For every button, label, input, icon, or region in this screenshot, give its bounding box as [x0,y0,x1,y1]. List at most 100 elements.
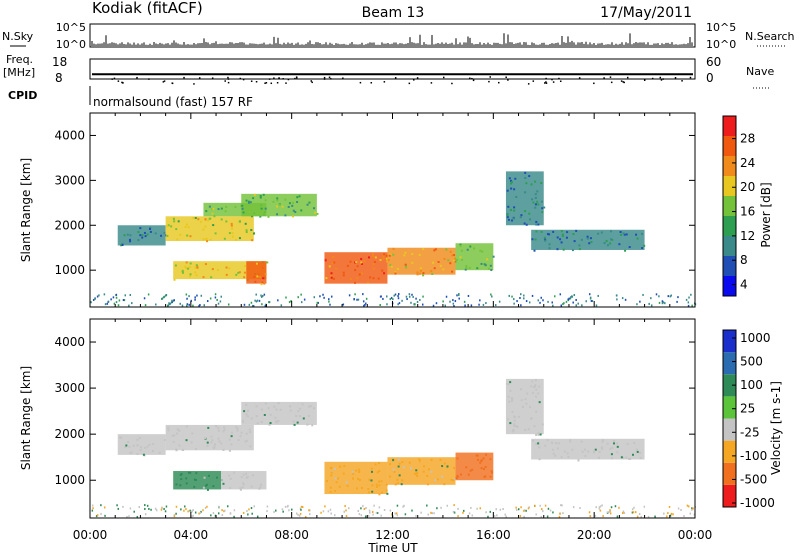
velocity-ground-scatter-pixel [300,505,303,508]
velocity-echo-pixel [302,417,305,420]
velocity-ground-scatter-pixel [403,504,405,507]
power-ground-scatter-pixel [124,294,127,297]
power-echo-pixel [382,257,385,260]
velocity-ground-scatter-pixel [457,515,459,518]
velocity-ground-scatter-pixel [104,514,106,517]
velocity-echo-pixel [527,428,530,431]
velocity-ground-scatter-pixel [614,505,617,508]
power-ground-scatter-pixel [186,303,189,306]
power-echo-pixel [368,256,371,259]
velocity-echo-pixel [456,474,459,477]
power-echo-pixel [224,210,227,213]
velocity-echo-pixel [313,407,316,410]
velocity-ground-scatter-pixel [546,515,549,518]
power-echo-pixel [513,209,516,212]
power-ground-scatter-pixel [363,304,365,307]
velocity-echo-pixel [239,486,242,489]
velocity-ground-scatter-pixel [330,512,332,515]
colorbar-tick-label: -25 [740,425,760,439]
velocity-ground-scatter-pixel [606,511,609,514]
velocity-ground-scatter-pixel [256,515,259,518]
power-echo-pixel [507,205,510,208]
velocity-ground-scatter-pixel [212,512,215,515]
power-echo-pixel [228,232,231,235]
velocity-ground-scatter-pixel [452,510,455,513]
power-echo-pixel [473,247,476,250]
velocity-ground-scatter-pixel [440,506,442,509]
power-echo-pixel [603,242,606,245]
power-echo-pixel [523,222,526,225]
power-echo-pixel [442,268,445,271]
velocity-echo-pixel [206,441,209,444]
velocity-echo-pixel [356,487,359,490]
power-echo-pixel [354,261,357,264]
velocity-echo-pixel [397,465,400,468]
velocity-ground-scatter-pixel [299,507,302,510]
power-echo-pixel [237,271,240,274]
power-echo-pixel [513,188,516,191]
power-echo-pixel [381,269,384,272]
velocity-echo-pixel [593,450,596,453]
velocity-ground-scatter-pixel [487,515,489,518]
velocity-ground-scatter-pixel [266,505,269,508]
velocity-ground-scatter-pixel [670,512,673,515]
velocity-echo-pixel [187,471,190,474]
power-ground-scatter-pixel [464,304,466,307]
nave-dot [294,77,296,80]
power-echo-pixel [590,241,593,244]
power-ground-scatter-pixel [200,294,203,297]
power-ground-scatter-pixel [117,304,120,307]
power-echo-pixel [276,213,279,216]
power-echo-pixel [437,260,440,263]
velocity-ground-scatter-pixel [372,513,374,516]
velocity-echo-pixel [207,426,210,429]
velocity-ground-scatter-pixel [368,511,371,514]
velocity-echo-pixel [230,431,233,434]
power-echo-pixel [170,225,173,228]
power-ground-scatter-pixel [328,298,330,301]
power-echo-pixel [141,234,144,237]
velocity-echo-pixel [396,478,399,481]
nave-dot [264,82,266,84]
power-echo-pixel [179,233,182,236]
colorbar-tick-label: 1000 [740,331,771,345]
velocity-echo-pixel [525,402,528,405]
velocity-ground-scatter-pixel [643,505,646,508]
velocity-colorbar-label: Velocity [m s-1] [769,381,783,475]
velocity-echo-pixel [260,483,263,486]
power-ground-scatter-pixel [478,303,480,306]
velocity-echo-pixel [334,477,337,480]
power-echo-pixel [253,232,256,235]
velocity-echo-pixel [509,389,512,392]
power-echo-pixel [238,271,241,274]
power-echo-pixel [524,171,527,174]
velocity-echo-pixel [626,443,629,446]
power-echo-pixel [483,263,486,266]
nave-dot [626,76,629,79]
velocity-echo-pixel [511,410,514,413]
nsearch-label: N.Search [745,30,795,43]
power-echo-pixel [452,259,455,262]
power-ground-scatter-pixel [452,302,455,305]
power-echo-pixel [262,193,265,196]
velocity-echo-pixel [222,448,225,451]
nave-dot [507,79,509,81]
nave-dot [593,82,595,85]
power-ground-scatter-pixel [562,303,564,306]
velocity-ground-scatter-pixel [579,507,581,510]
velocity-ground-scatter-pixel [462,511,464,514]
velocity-echo-pixel [206,444,209,447]
velocity-echo-pixel [556,447,559,450]
power-ground-scatter-pixel [260,294,262,297]
velocity-ground-scatter-pixel [229,512,232,515]
velocity-echo-pixel [178,429,181,432]
velocity-echo-pixel [239,488,242,491]
power-ground-scatter-pixel [639,300,641,303]
velocity-echo-pixel [241,482,244,485]
power-ground-scatter-pixel [122,299,125,302]
velocity-echo-pixel [229,487,232,490]
power-ground-scatter-pixel [547,300,549,303]
nave-dot [451,82,453,85]
power-echo-pixel [625,233,628,236]
velocity-echo-pixel [125,444,128,447]
